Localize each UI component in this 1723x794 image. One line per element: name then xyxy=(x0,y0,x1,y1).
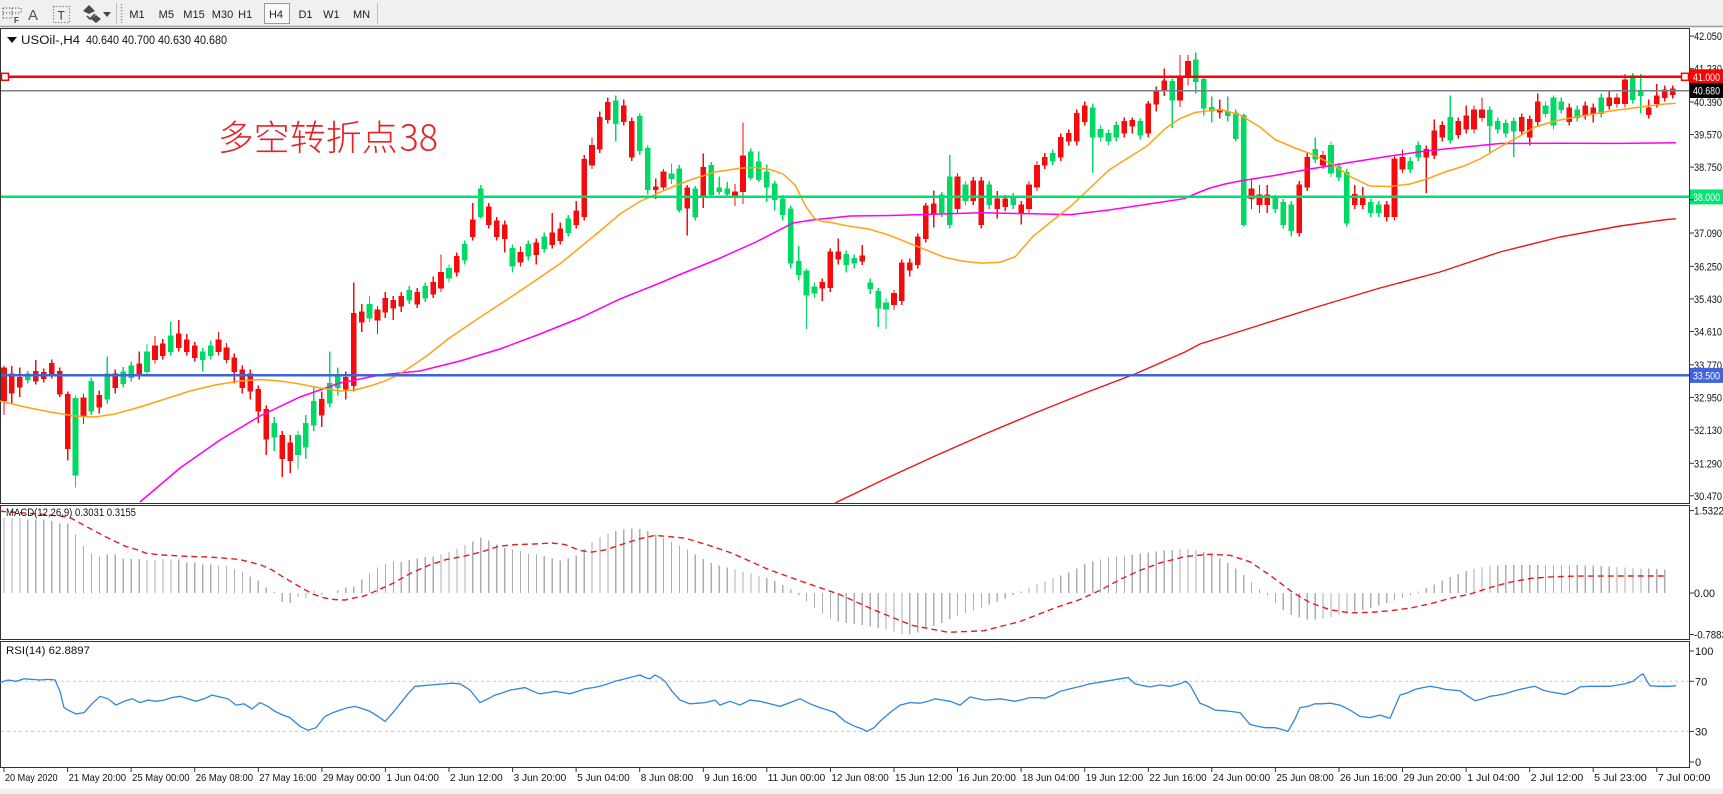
svg-text:12 Jun 08:00: 12 Jun 08:00 xyxy=(831,772,889,784)
svg-text:34.610: 34.610 xyxy=(1694,327,1722,339)
svg-text:2 Jul 12:00: 2 Jul 12:00 xyxy=(1531,772,1584,784)
svg-text:25 Jun 08:00: 25 Jun 08:00 xyxy=(1276,772,1334,784)
svg-text:M30: M30 xyxy=(212,9,233,21)
svg-text:RSI(14) 62.8897: RSI(14) 62.8897 xyxy=(6,645,90,657)
svg-text:41.000: 41.000 xyxy=(1693,72,1720,84)
svg-text:32.130: 32.130 xyxy=(1694,425,1722,437)
svg-text:H4: H4 xyxy=(269,9,283,21)
svg-text:38.000: 38.000 xyxy=(1693,192,1720,204)
svg-text:H1: H1 xyxy=(238,9,252,21)
svg-text:31.290: 31.290 xyxy=(1694,458,1722,470)
svg-text:15 Jun 12:00: 15 Jun 12:00 xyxy=(895,772,953,784)
svg-text:24 Jun 00:00: 24 Jun 00:00 xyxy=(1213,772,1271,784)
svg-text:29 May 00:00: 29 May 00:00 xyxy=(323,772,381,784)
svg-text:1.5322: 1.5322 xyxy=(1694,506,1723,518)
svg-text:W1: W1 xyxy=(323,9,340,21)
svg-text:37.090: 37.090 xyxy=(1694,228,1722,240)
svg-text:3 Jun 20:00: 3 Jun 20:00 xyxy=(514,772,567,784)
svg-text:MN: MN xyxy=(353,9,370,21)
svg-text:11 Jun 00:00: 11 Jun 00:00 xyxy=(768,772,826,784)
svg-text:USOil-,H4: USOil-,H4 xyxy=(21,35,81,47)
svg-text:32.950: 32.950 xyxy=(1694,392,1722,404)
svg-text:21 May 20:00: 21 May 20:00 xyxy=(69,772,127,784)
svg-text:35.430: 35.430 xyxy=(1694,294,1722,306)
svg-text:5 Jun 04:00: 5 Jun 04:00 xyxy=(577,772,630,784)
svg-text:33.500: 33.500 xyxy=(1693,370,1720,382)
svg-text:70: 70 xyxy=(1695,676,1707,688)
svg-text:39.570: 39.570 xyxy=(1694,130,1722,142)
svg-text:40.390: 40.390 xyxy=(1694,97,1722,109)
svg-text:T: T xyxy=(58,9,66,23)
svg-text:2 Jun 12:00: 2 Jun 12:00 xyxy=(450,772,503,784)
svg-text:M15: M15 xyxy=(183,9,204,21)
svg-text:0: 0 xyxy=(1695,757,1701,769)
svg-text:29 Jun 20:00: 29 Jun 20:00 xyxy=(1404,772,1462,784)
svg-text:16 Jun 20:00: 16 Jun 20:00 xyxy=(959,772,1017,784)
svg-text:5 Jul 23:00: 5 Jul 23:00 xyxy=(1594,772,1647,784)
svg-text:D1: D1 xyxy=(298,9,312,21)
svg-text:36.250: 36.250 xyxy=(1694,261,1722,273)
svg-text:27 May 16:00: 27 May 16:00 xyxy=(259,772,317,784)
svg-text:26 May 08:00: 26 May 08:00 xyxy=(196,772,254,784)
svg-text:30: 30 xyxy=(1695,726,1707,738)
svg-text:30.470: 30.470 xyxy=(1694,491,1722,503)
svg-text:26 Jun 16:00: 26 Jun 16:00 xyxy=(1340,772,1398,784)
svg-text:8 Jun 08:00: 8 Jun 08:00 xyxy=(641,772,694,784)
svg-text:22 Jun 16:00: 22 Jun 16:00 xyxy=(1149,772,1207,784)
svg-text:20 May 2020: 20 May 2020 xyxy=(5,772,58,784)
svg-text:F: F xyxy=(14,16,19,25)
svg-text:18 Jun 04:00: 18 Jun 04:00 xyxy=(1022,772,1080,784)
svg-text:38.750: 38.750 xyxy=(1694,162,1722,174)
svg-text:42.050: 42.050 xyxy=(1694,31,1722,43)
svg-text:25 May 00:00: 25 May 00:00 xyxy=(132,772,190,784)
svg-text:19 Jun 12:00: 19 Jun 12:00 xyxy=(1086,772,1144,784)
svg-text:9 Jun 16:00: 9 Jun 16:00 xyxy=(704,772,757,784)
svg-text:M5: M5 xyxy=(159,9,174,21)
svg-text:1 Jun 04:00: 1 Jun 04:00 xyxy=(386,772,439,784)
svg-text:7 Jul 00:00: 7 Jul 00:00 xyxy=(1658,772,1711,784)
svg-text:A: A xyxy=(28,7,38,24)
svg-text:M1: M1 xyxy=(129,9,144,21)
svg-text:40.680: 40.680 xyxy=(1693,86,1720,98)
svg-text:0.00: 0.00 xyxy=(1694,588,1715,600)
svg-text:1 Jul 04:00: 1 Jul 04:00 xyxy=(1467,772,1520,784)
svg-text:-0.7883: -0.7883 xyxy=(1694,630,1723,642)
svg-text:100: 100 xyxy=(1695,646,1713,658)
svg-text:40.640 40.700 40.630 40.680: 40.640 40.700 40.630 40.680 xyxy=(86,35,227,47)
svg-text:MACD(12,26,9) 0.3031 0.3155: MACD(12,26,9) 0.3031 0.3155 xyxy=(6,507,136,519)
